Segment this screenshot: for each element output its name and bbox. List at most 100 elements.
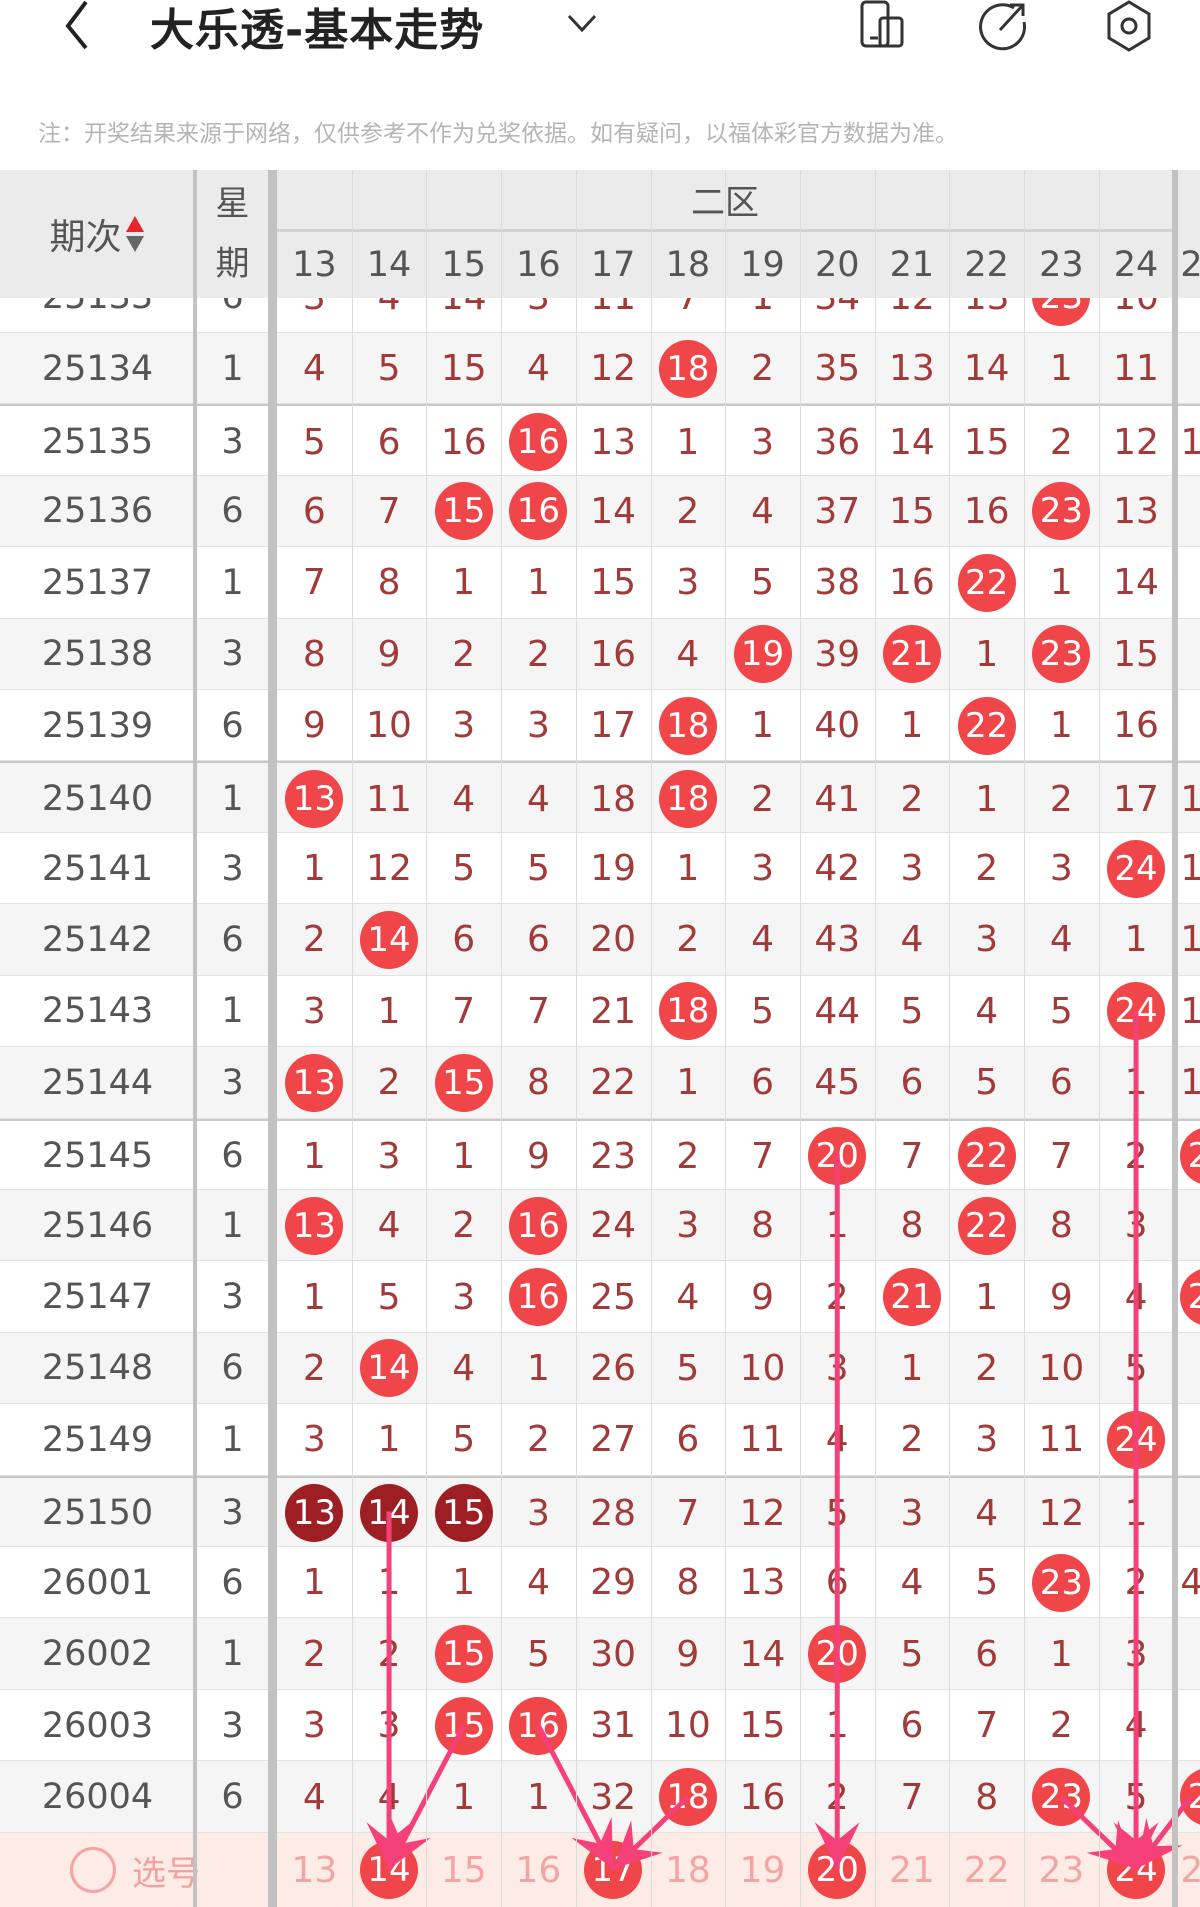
drawn-number-ball: 24 — [1107, 839, 1166, 898]
miss-count-cell: 6 — [452, 919, 476, 961]
miss-count-cell: 16 — [440, 421, 487, 463]
drawn-number-ball: 15 — [434, 1625, 493, 1684]
miss-count-cell: 22 — [590, 1062, 637, 1104]
share-icon[interactable] — [978, 0, 1030, 52]
select-number-17[interactable]: 17 — [576, 1833, 651, 1907]
miss-count-cell: 5 — [452, 848, 476, 890]
chevron-down-icon[interactable] — [565, 8, 599, 38]
miss-count-cell: 15 — [1113, 633, 1159, 675]
select-number-20[interactable]: 20 — [800, 1833, 875, 1907]
miss-count-cell: 2 — [302, 919, 326, 961]
select-number-toggle[interactable]: 选号 — [0, 1833, 270, 1907]
table-row: 26001 6 1 1 1 4 29 8 13 6 4 5 23 2 4 — [0, 1547, 1200, 1619]
miss-count-cell: 2 — [1124, 1562, 1148, 1604]
select-number-21[interactable]: 21 — [889, 1849, 935, 1891]
miss-count-cell: 3 — [302, 1705, 326, 1747]
miss-count-cell: 4 — [975, 990, 999, 1032]
miss-count-cell: 1 — [975, 778, 999, 820]
miss-count-cell: 8 — [975, 1776, 999, 1818]
miss-count-cell — [1180, 1190, 1200, 1261]
select-number-13[interactable]: 13 — [291, 1849, 338, 1891]
miss-count-cell: 2 — [377, 1633, 401, 1675]
column-divider — [575, 170, 577, 1907]
weekday-cell: 1 — [221, 1205, 244, 1246]
section-divider — [193, 170, 197, 1907]
drawn-number-ball: 16 — [509, 1696, 568, 1755]
miss-count-cell: 16 — [889, 562, 935, 604]
table-row: 26003 3 3 3 15 16 31 10 15 1 6 7 2 4 — [0, 1690, 1200, 1762]
column-divider — [874, 170, 876, 1907]
select-number-23[interactable]: 23 — [1038, 1849, 1085, 1891]
miss-count-cell: 30 — [590, 1633, 637, 1675]
miss-count-cell: 9 — [751, 1276, 774, 1318]
miss-count-cell: 8 — [751, 1205, 774, 1247]
miss-count-cell: 2 — [676, 919, 700, 961]
miss-count-cell: 4 — [526, 348, 550, 390]
miss-count-cell: 5 — [900, 1633, 924, 1675]
miss-count-cell: 2 — [452, 633, 476, 675]
miss-count-cell: 11 — [366, 778, 412, 820]
miss-count-cell: 12 — [739, 1492, 786, 1534]
column-divider — [501, 170, 503, 1907]
hit-number-cell: 18 — [651, 763, 726, 834]
miss-count-cell: 1 — [1049, 562, 1073, 604]
table-row: 25141 3 1 12 5 5 19 1 3 42 3 2 3 24 1 — [0, 833, 1200, 905]
miss-count-cell: 4 — [1124, 1276, 1148, 1318]
miss-count-cell: 7 — [377, 490, 401, 532]
miss-count-cell: 6 — [377, 421, 401, 463]
weekday-cell: 1 — [221, 562, 244, 603]
miss-count-cell: 7 — [900, 1776, 924, 1818]
table-header: 期次 星 期 二区 13 14 15 16 17 18 19 20 21 22 23 24 25 — [0, 170, 1200, 298]
miss-count-cell: 4 — [377, 1776, 401, 1818]
drawn-number-ball: 15 — [434, 1053, 493, 1112]
miss-count-cell: 5 — [676, 1347, 700, 1389]
miss-count-cell: 19 — [590, 848, 637, 890]
hit-number-cell: 21 — [875, 619, 950, 690]
select-number-22[interactable]: 22 — [963, 1849, 1010, 1891]
miss-count-cell: 15 — [440, 348, 487, 390]
settings-hexagon-icon[interactable] — [1103, 0, 1155, 52]
miss-count-cell: 3 — [377, 1135, 401, 1177]
select-number-15[interactable]: 15 — [440, 1849, 487, 1891]
miss-count-cell: 9 — [1049, 1276, 1073, 1318]
miss-count-cell: 8 — [676, 1562, 700, 1604]
hit-number-cell: 16 — [501, 1190, 576, 1261]
hit-number-cell: 15 — [426, 1478, 501, 1549]
select-number-18[interactable]: 18 — [664, 1849, 711, 1891]
hit-number-cell: 16 — [501, 1690, 576, 1761]
selected-number-ball: 24 — [1107, 1841, 1166, 1899]
drawn-number-ball: 18 — [658, 1768, 717, 1826]
drawn-number-ball: 23 — [1032, 1768, 1091, 1826]
drawn-number-ball: 15 — [434, 1696, 493, 1755]
radio-circle-icon[interactable] — [70, 1847, 116, 1893]
select-number-24[interactable]: 24 — [1099, 1833, 1174, 1907]
miss-count-cell: 28 — [590, 1492, 637, 1534]
hit-number-cell: 13 — [277, 1047, 352, 1118]
miss-count-cell: 3 — [751, 848, 774, 890]
miss-count-cell: 2 — [526, 633, 550, 675]
phone-layout-icon[interactable] — [858, 0, 910, 52]
miss-count-cell: 13 — [889, 348, 935, 390]
hit-number-cell: 16 — [501, 406, 576, 477]
selected-number-ball: 20 — [808, 1841, 867, 1899]
miss-count-cell: 4 — [825, 1419, 849, 1461]
drawn-number-ball: 13 — [285, 1196, 344, 1255]
select-number-16[interactable]: 16 — [515, 1849, 562, 1891]
select-number-19[interactable]: 19 — [739, 1849, 786, 1891]
select-number-25[interactable]: 25 — [1180, 1849, 1200, 1891]
miss-count-cell: 3 — [1049, 848, 1073, 890]
miss-count-cell: 3 — [526, 705, 550, 747]
back-arrow-icon[interactable] — [58, 0, 98, 52]
miss-count-cell: 3 — [751, 421, 774, 463]
miss-count-cell: 6 — [676, 1419, 700, 1461]
sort-by-period-button[interactable]: 期次 — [0, 170, 195, 298]
drawn-number-ball: 16 — [509, 1196, 568, 1255]
miss-count-cell: 4 — [452, 778, 476, 820]
select-number-14[interactable]: 14 — [352, 1833, 427, 1907]
weekday-cell: 1 — [221, 991, 244, 1032]
weekday-cell: 3 — [221, 1493, 244, 1534]
miss-count-cell: 36 — [814, 421, 861, 463]
miss-count-cell: 15 — [739, 1705, 786, 1747]
miss-count-cell: 2 — [975, 848, 999, 890]
miss-count-cell: 40 — [814, 705, 861, 747]
